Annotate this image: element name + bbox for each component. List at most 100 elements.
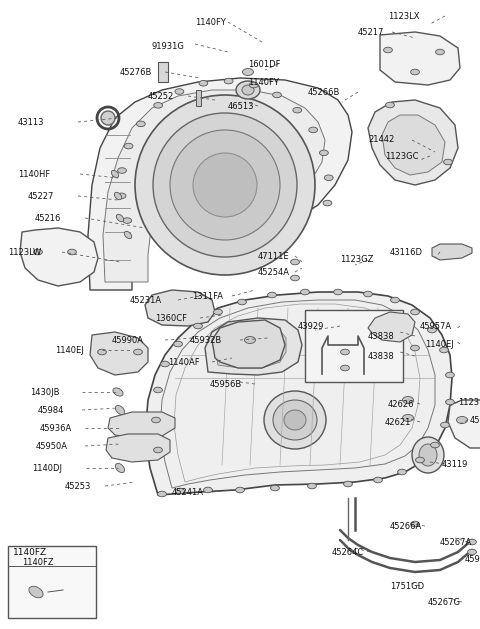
Ellipse shape [115,405,125,415]
Ellipse shape [118,168,126,174]
Ellipse shape [114,192,122,199]
Text: 1140FY: 1140FY [195,18,226,27]
Ellipse shape [115,464,125,472]
Polygon shape [215,326,286,368]
Text: 45217: 45217 [358,28,384,37]
Text: 1123LX: 1123LX [388,12,420,21]
Ellipse shape [300,289,310,295]
Ellipse shape [136,121,145,126]
Ellipse shape [124,231,132,238]
Polygon shape [432,244,472,260]
Text: 45227: 45227 [28,192,54,201]
Ellipse shape [445,372,455,378]
Text: 1140EJ: 1140EJ [425,340,454,349]
Text: 43119: 43119 [442,460,468,469]
Text: 1140FZ: 1140FZ [22,558,54,567]
Polygon shape [106,434,170,462]
Ellipse shape [456,416,468,423]
Ellipse shape [175,89,184,94]
Polygon shape [382,115,445,175]
Ellipse shape [68,249,76,255]
Ellipse shape [416,457,424,463]
Ellipse shape [113,388,123,396]
Bar [305,310,403,382]
Text: 45216: 45216 [35,214,61,223]
Text: 42626: 42626 [388,400,415,409]
Text: 1311FA: 1311FA [192,292,223,301]
Text: 45984: 45984 [38,406,64,415]
Ellipse shape [97,349,107,355]
Text: 43929: 43929 [298,322,324,331]
Ellipse shape [204,487,212,493]
Text: 45990A: 45990A [112,336,144,345]
Text: 1140EJ: 1140EJ [55,346,84,355]
Ellipse shape [111,170,119,177]
Polygon shape [88,78,352,290]
Ellipse shape [268,292,276,298]
Text: 91931G: 91931G [152,42,185,51]
Ellipse shape [441,422,449,428]
Text: 1123GC: 1123GC [385,152,419,161]
Polygon shape [103,90,325,282]
Ellipse shape [244,337,255,343]
Text: 1140AF: 1140AF [168,358,200,367]
Ellipse shape [410,309,420,314]
Polygon shape [20,228,98,286]
Text: 45936A: 45936A [40,424,72,433]
Text: 1360CF: 1360CF [155,314,187,323]
Bar [158,62,168,82]
Ellipse shape [249,82,258,88]
Text: 45957A: 45957A [420,322,452,331]
Text: 45210: 45210 [470,416,480,425]
Ellipse shape [323,200,332,206]
Ellipse shape [444,159,452,165]
Ellipse shape [344,481,352,487]
Text: 1140DJ: 1140DJ [32,464,62,473]
Text: 1751GD: 1751GD [390,582,424,591]
Ellipse shape [384,47,392,53]
Ellipse shape [431,442,439,448]
Ellipse shape [154,103,163,108]
Text: 43113: 43113 [18,118,45,127]
Ellipse shape [117,193,126,199]
Ellipse shape [152,417,160,423]
Text: 45946: 45946 [465,555,480,564]
Text: 45254A: 45254A [258,268,290,277]
Ellipse shape [34,249,42,255]
Ellipse shape [341,349,349,355]
Ellipse shape [320,150,328,155]
Ellipse shape [412,437,444,473]
Text: 45267A: 45267A [440,538,472,547]
Polygon shape [380,32,460,85]
Bar [196,90,201,106]
Ellipse shape [170,130,280,240]
Polygon shape [368,100,458,185]
Text: 45231A: 45231A [130,296,162,305]
Text: 1140FZ: 1140FZ [13,548,47,557]
Text: 47111E: 47111E [258,252,289,261]
Ellipse shape [428,327,436,333]
Text: 42621: 42621 [385,418,411,427]
Ellipse shape [373,477,383,483]
Text: 45264C: 45264C [332,548,364,557]
Text: 1123LW: 1123LW [8,248,41,257]
Ellipse shape [242,85,254,95]
Ellipse shape [174,341,182,347]
Polygon shape [90,332,148,375]
Ellipse shape [334,289,342,295]
Ellipse shape [193,153,257,217]
Ellipse shape [468,539,476,545]
Ellipse shape [403,415,413,421]
Ellipse shape [468,549,476,555]
Ellipse shape [101,111,115,125]
Text: 45276B: 45276B [120,68,152,77]
Ellipse shape [436,49,444,55]
Text: 43838: 43838 [368,332,395,341]
Ellipse shape [309,127,318,133]
Polygon shape [368,312,415,342]
Ellipse shape [161,361,169,367]
Text: 1140HF: 1140HF [18,170,50,179]
Text: 45266A: 45266A [390,522,422,531]
Ellipse shape [154,387,162,392]
Polygon shape [145,292,452,495]
